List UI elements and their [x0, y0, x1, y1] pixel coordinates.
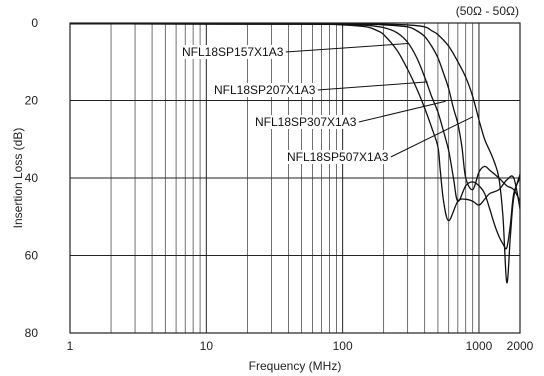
leader-line — [285, 43, 408, 53]
y-tick-label: 80 — [25, 326, 39, 340]
y-tick-label: 40 — [25, 171, 39, 185]
series-labels: NFL18SP157X1A3 NFL18SP207X1A3 NFL18SP307X1… — [180, 45, 391, 164]
x-tick-labels: 1 10 100 1000 2000 — [67, 339, 534, 353]
x-tick-label: 100 — [333, 339, 353, 353]
leader-line — [390, 116, 473, 158]
major-gridlines — [70, 23, 520, 333]
leader-line — [317, 81, 428, 91]
curve-nfl18sp207x1a3 — [69, 23, 521, 250]
curve-nfl18sp157x1a3 — [69, 23, 521, 222]
y-tick-label: 0 — [31, 16, 38, 30]
curve-nfl18sp307x1a3 — [69, 23, 521, 202]
x-tick-label: 1 — [67, 339, 74, 353]
x-axis-label: Frequency (MHz) — [249, 359, 342, 373]
curve-nfl18sp507x1a3 — [69, 23, 521, 284]
series-label-backdrop — [212, 83, 318, 97]
x-tick-label: 10 — [200, 339, 214, 353]
series-label: NFL18SP207X1A3 — [214, 83, 316, 97]
series-label: NFL18SP157X1A3 — [182, 45, 284, 59]
series-curves — [69, 23, 521, 284]
y-tick-label: 60 — [25, 249, 39, 263]
series-label: NFL18SP507X1A3 — [287, 150, 389, 164]
x-tick-label: 2000 — [507, 339, 534, 353]
series-label: NFL18SP307X1A3 — [255, 115, 357, 129]
series-label-backdrop — [180, 45, 286, 59]
series-label-backdrop — [253, 115, 359, 129]
y-tick-labels: 0 20 40 60 80 — [25, 16, 39, 340]
series-label-leaders — [285, 43, 473, 158]
leader-line — [358, 100, 446, 123]
series-label-backdrop — [285, 150, 391, 164]
x-tick-label: 1000 — [466, 339, 493, 353]
y-axis-label: Insertion Loss (dB) — [11, 128, 25, 229]
y-tick-label: 20 — [25, 94, 39, 108]
plot-frame — [69, 22, 521, 334]
impedance-note: (50Ω - 50Ω) — [456, 4, 519, 18]
